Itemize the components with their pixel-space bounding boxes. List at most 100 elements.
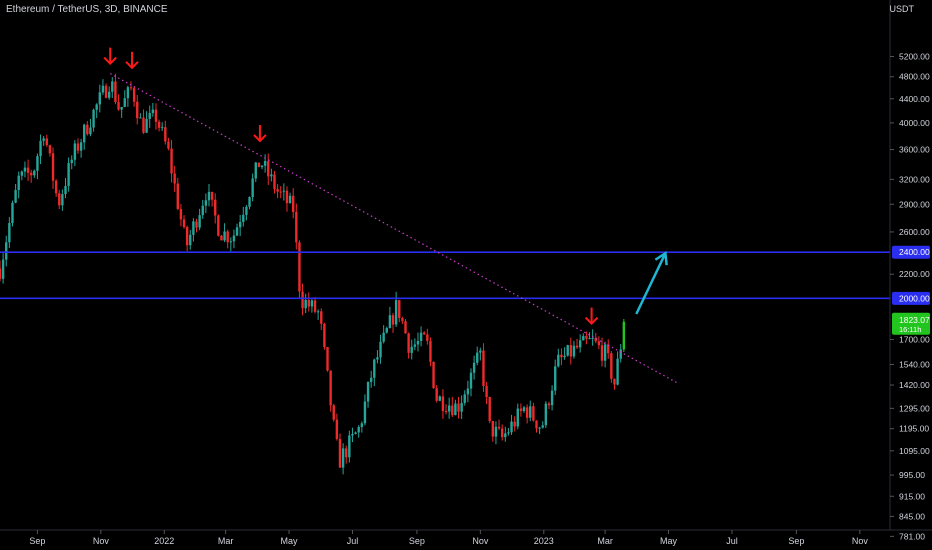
candle-body	[304, 299, 307, 309]
candle	[295, 203, 298, 250]
candle-body	[345, 448, 348, 458]
candle	[313, 296, 317, 314]
candle	[214, 193, 217, 224]
candle-body	[541, 425, 544, 428]
candle-body	[154, 109, 158, 122]
candle-body	[472, 362, 476, 373]
candle-body	[220, 235, 223, 241]
candle-body	[588, 338, 591, 340]
level-price-tag	[892, 291, 930, 305]
candle-body	[410, 346, 413, 353]
candle	[267, 153, 270, 185]
arrow-head	[103, 56, 117, 66]
candle-body	[8, 223, 11, 243]
candle	[164, 120, 167, 145]
candle-body	[316, 311, 320, 313]
candle	[33, 169, 36, 178]
candle	[142, 109, 145, 134]
candle	[220, 234, 223, 241]
candle-body	[616, 358, 619, 385]
candle-body	[419, 332, 423, 341]
candle-body	[525, 407, 529, 418]
candle-body	[17, 175, 20, 191]
candle-body	[160, 127, 164, 129]
candle-body	[164, 127, 167, 142]
candle-body	[39, 140, 42, 157]
candle-body	[95, 104, 98, 110]
symbol-title: Ethereum / TetherUS, 3D, BINANCE	[6, 4, 168, 15]
candle-body	[398, 300, 401, 318]
candle-body	[554, 366, 557, 391]
candle-body	[585, 336, 588, 339]
candle	[48, 144, 52, 157]
price-unit-label: USDT	[889, 4, 915, 14]
candle	[341, 443, 345, 475]
candle	[419, 326, 423, 347]
candle	[435, 385, 438, 403]
candle-body	[204, 200, 208, 206]
candle	[544, 401, 548, 428]
x-tick-label: Sep	[409, 536, 425, 546]
candle-body	[429, 340, 432, 362]
candle	[488, 396, 491, 424]
candle	[432, 361, 435, 389]
candle-body	[463, 394, 466, 403]
candle	[619, 344, 622, 363]
y-tick-label: 1295.00	[899, 403, 930, 413]
current-price-value: 1823.07	[899, 315, 930, 325]
candle	[270, 168, 273, 182]
candle-body	[469, 372, 473, 389]
candle-body	[335, 419, 339, 440]
candle	[613, 378, 616, 390]
candle-body	[192, 221, 195, 235]
candle-body	[391, 315, 395, 325]
candle	[516, 403, 519, 430]
candle-body	[117, 102, 120, 110]
candle-body	[45, 138, 48, 146]
candle-body	[242, 214, 245, 223]
candle	[451, 396, 454, 417]
candle	[232, 229, 236, 249]
candle-body	[142, 117, 145, 133]
candle-body	[42, 138, 45, 141]
candle-body	[591, 337, 594, 339]
candle	[242, 206, 245, 227]
candle-body	[61, 194, 64, 206]
y-tick-label: 4000.00	[899, 118, 930, 128]
projection-shaft	[635, 252, 667, 315]
candle	[207, 183, 211, 207]
candle	[603, 341, 607, 368]
candle-body	[507, 432, 510, 434]
candle-body	[619, 349, 622, 359]
candle	[285, 186, 289, 212]
candle	[185, 225, 189, 252]
candle-body	[307, 299, 310, 307]
candle	[560, 348, 563, 366]
candle-body	[594, 337, 597, 342]
candle-body	[67, 163, 70, 186]
candle-body	[120, 106, 123, 110]
candle-body	[603, 344, 607, 361]
candle	[594, 332, 597, 344]
candle	[101, 79, 105, 95]
candle-body	[466, 388, 470, 395]
candle-body	[248, 197, 251, 207]
candle	[404, 319, 407, 334]
candle	[304, 293, 307, 314]
arrow-head	[125, 61, 139, 70]
candle	[204, 193, 208, 214]
candle-body	[547, 403, 551, 406]
candle-body	[14, 190, 17, 203]
candle	[323, 322, 326, 350]
candle-body	[457, 403, 460, 412]
candle	[67, 157, 70, 192]
candle-body	[341, 448, 345, 468]
candle-body	[566, 345, 569, 356]
candle	[173, 165, 176, 192]
candle	[160, 122, 164, 131]
y-tick-label: 915.00	[899, 491, 925, 501]
level-price-tag	[892, 245, 930, 259]
y-tick-label: 845.00	[899, 511, 925, 521]
